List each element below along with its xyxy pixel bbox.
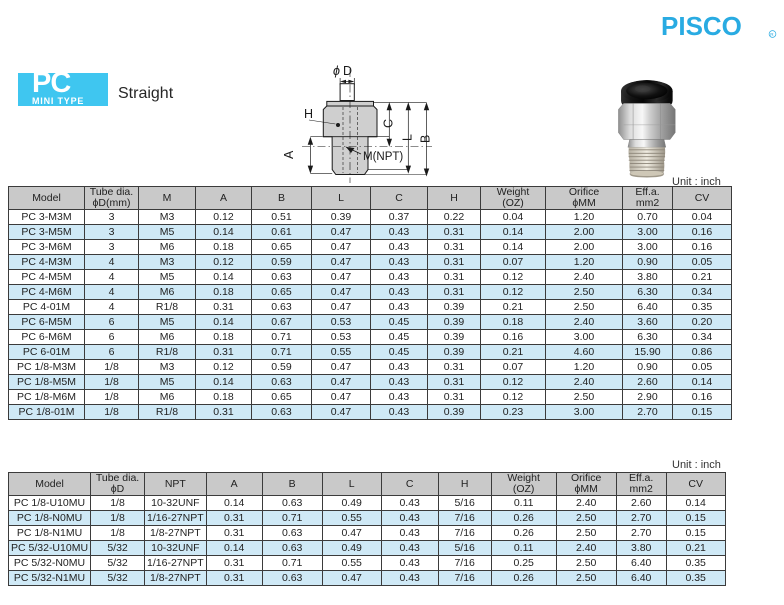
svg-text:D: D <box>343 64 352 78</box>
svg-text:ϕ: ϕ <box>333 64 340 78</box>
svg-text:R: R <box>770 32 774 37</box>
svg-text:H: H <box>304 107 313 121</box>
svg-text:B: B <box>419 135 433 143</box>
svg-text:L: L <box>401 134 415 141</box>
svg-text:PISCO: PISCO <box>661 12 742 41</box>
svg-text:C: C <box>382 119 396 128</box>
svg-text:A: A <box>282 150 296 159</box>
svg-text:M(NPT): M(NPT) <box>363 151 403 163</box>
